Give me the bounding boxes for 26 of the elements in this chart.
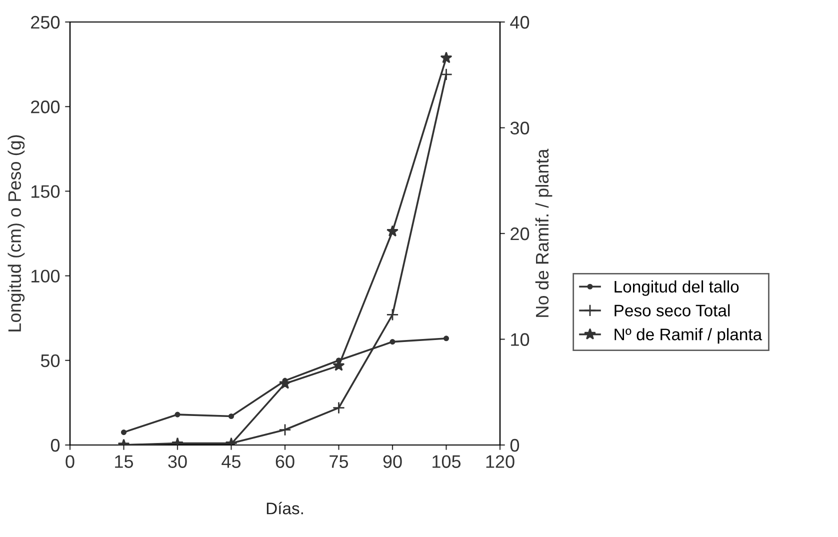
x-tick-label: 30 bbox=[168, 455, 187, 468]
y-tick-label: 250 bbox=[31, 16, 60, 29]
x-tick-label: 75 bbox=[330, 455, 348, 468]
legend-label: Nº de Ramif / planta bbox=[614, 328, 762, 344]
y-tick-label: 150 bbox=[32, 185, 60, 198]
y2-tick-label: 10 bbox=[511, 333, 530, 346]
y-axis-title: Longitud (cm) o Peso (g) bbox=[8, 135, 25, 332]
y2-tick-label: 40 bbox=[510, 16, 530, 29]
x-tick-label: 105 bbox=[432, 455, 461, 468]
y2-tick-label: 0 bbox=[510, 438, 520, 452]
legend-label: Peso seco Total bbox=[614, 304, 730, 316]
y-tick-label: 50 bbox=[40, 354, 60, 368]
x-tick-label: 45 bbox=[222, 455, 241, 468]
y2-tick-label: 30 bbox=[510, 122, 530, 134]
x-tick-label: 90 bbox=[383, 455, 402, 468]
x-tick-label: 0 bbox=[66, 455, 74, 468]
y-tick-label: 200 bbox=[31, 100, 60, 114]
legend-label: Longitud del tallo bbox=[614, 280, 739, 296]
y2-axis-title: No de Ramif. / planta bbox=[535, 148, 552, 317]
y-tick-label: 0 bbox=[50, 438, 60, 452]
x-axis-title: Días. bbox=[266, 502, 303, 514]
x-tick-label: 15 bbox=[115, 455, 134, 468]
x-tick-label: 120 bbox=[486, 455, 514, 468]
y2-tick-label: 20 bbox=[510, 227, 530, 240]
y-tick-label: 100 bbox=[32, 270, 60, 283]
x-tick-label: 60 bbox=[276, 455, 294, 468]
